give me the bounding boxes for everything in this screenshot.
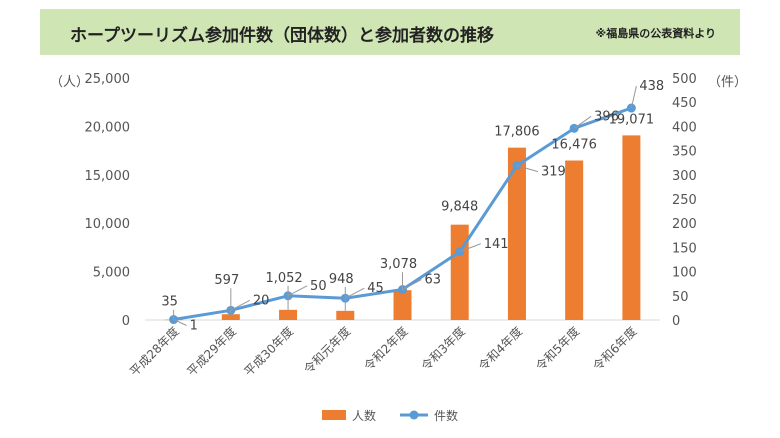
line-point-8 — [569, 123, 579, 133]
y-right-unit: （件） — [708, 75, 747, 90]
y-left-tick-label: 5,000 — [93, 266, 130, 281]
source-note: ※福島県の公表資料より — [595, 27, 716, 40]
y-right-tick-label: 0 — [672, 314, 680, 329]
title-banner: ホープツーリズム参加件数（団体数）と参加者数の推移 ※福島県の公表資料より — [40, 9, 740, 55]
line-data-label: 319 — [541, 165, 566, 180]
y-left-tick-label: 20,000 — [85, 120, 131, 135]
y-left-tick-label: 0 — [122, 314, 130, 329]
bar-7 — [507, 147, 526, 320]
line-label-leader — [402, 279, 422, 290]
y-right-tick-label: 50 — [672, 290, 689, 305]
bar-3 — [279, 309, 298, 320]
bar-6 — [450, 224, 469, 320]
bar-data-label: 1,052 — [265, 271, 302, 286]
bar-4 — [336, 310, 355, 320]
y-right-tick-label: 150 — [672, 241, 697, 256]
legend-bar-label: 人数 — [352, 408, 376, 423]
category-label: 平成30年度 — [241, 324, 296, 379]
y-right-tick-label: 500 — [672, 72, 697, 87]
line-label-leader — [230, 299, 251, 311]
y-right-tick-label: 300 — [672, 169, 697, 184]
bar-data-label: 9,848 — [441, 200, 478, 215]
category-label: 令和元年度 — [300, 324, 353, 377]
y-right-tick-label: 350 — [672, 145, 697, 160]
bar-data-label: 597 — [214, 273, 239, 288]
bar-data-label: 19,071 — [609, 112, 655, 127]
category-label: 令和3年度 — [418, 324, 468, 374]
y-right-tick-label: 400 — [672, 120, 697, 135]
legend-bar-swatch — [322, 410, 346, 420]
line-data-label: 141 — [484, 237, 509, 252]
y-left-tick-label: 15,000 — [85, 169, 131, 184]
bar-5 — [393, 290, 412, 320]
bar-data-label: 3,078 — [380, 257, 417, 272]
line-data-label: 45 — [367, 281, 384, 296]
y-left-unit: （人） — [50, 75, 89, 90]
line-label-leader — [516, 165, 539, 173]
y-right-tick-label: 450 — [672, 96, 697, 111]
y-right-tick-label: 100 — [672, 266, 697, 281]
bar-data-label: 35 — [161, 295, 178, 310]
line-data-label: 63 — [425, 273, 442, 288]
bar-8 — [565, 160, 584, 320]
line-data-label: 396 — [594, 109, 619, 124]
bar-2 — [221, 314, 240, 320]
category-label: 平成28年度 — [126, 324, 181, 379]
category-label: 令和4年度 — [475, 324, 525, 374]
line-label-leader — [573, 115, 592, 129]
bar-data-label: 16,476 — [551, 138, 597, 153]
y-left-tick-label: 25,000 — [85, 72, 131, 87]
legend-line-marker — [409, 410, 419, 420]
line-data-label: 1 — [190, 319, 198, 334]
category-label: 令和6年度 — [590, 324, 640, 374]
line-label-leader — [345, 287, 365, 299]
category-label: 令和5年度 — [532, 324, 582, 374]
line-label-leader — [630, 85, 637, 109]
line-data-label: 50 — [310, 279, 327, 294]
line-label-leader — [287, 285, 308, 297]
legend-line-label: 件数 — [434, 408, 458, 423]
line-label-leader — [173, 319, 187, 326]
line-data-label: 438 — [639, 79, 664, 94]
bar-9 — [622, 135, 641, 320]
bar-data-label: 948 — [329, 272, 354, 287]
chart-title: ホープツーリズム参加件数（団体数）と参加者数の推移 — [70, 26, 494, 46]
y-right-tick-label: 200 — [672, 217, 697, 232]
bar-data-label: 17,806 — [494, 125, 540, 140]
category-label: 令和2年度 — [361, 324, 411, 374]
line-label-leader — [459, 243, 481, 253]
y-left-tick-label: 10,000 — [85, 217, 131, 232]
y-right-tick-label: 250 — [672, 193, 697, 208]
line-data-label: 20 — [253, 293, 270, 308]
